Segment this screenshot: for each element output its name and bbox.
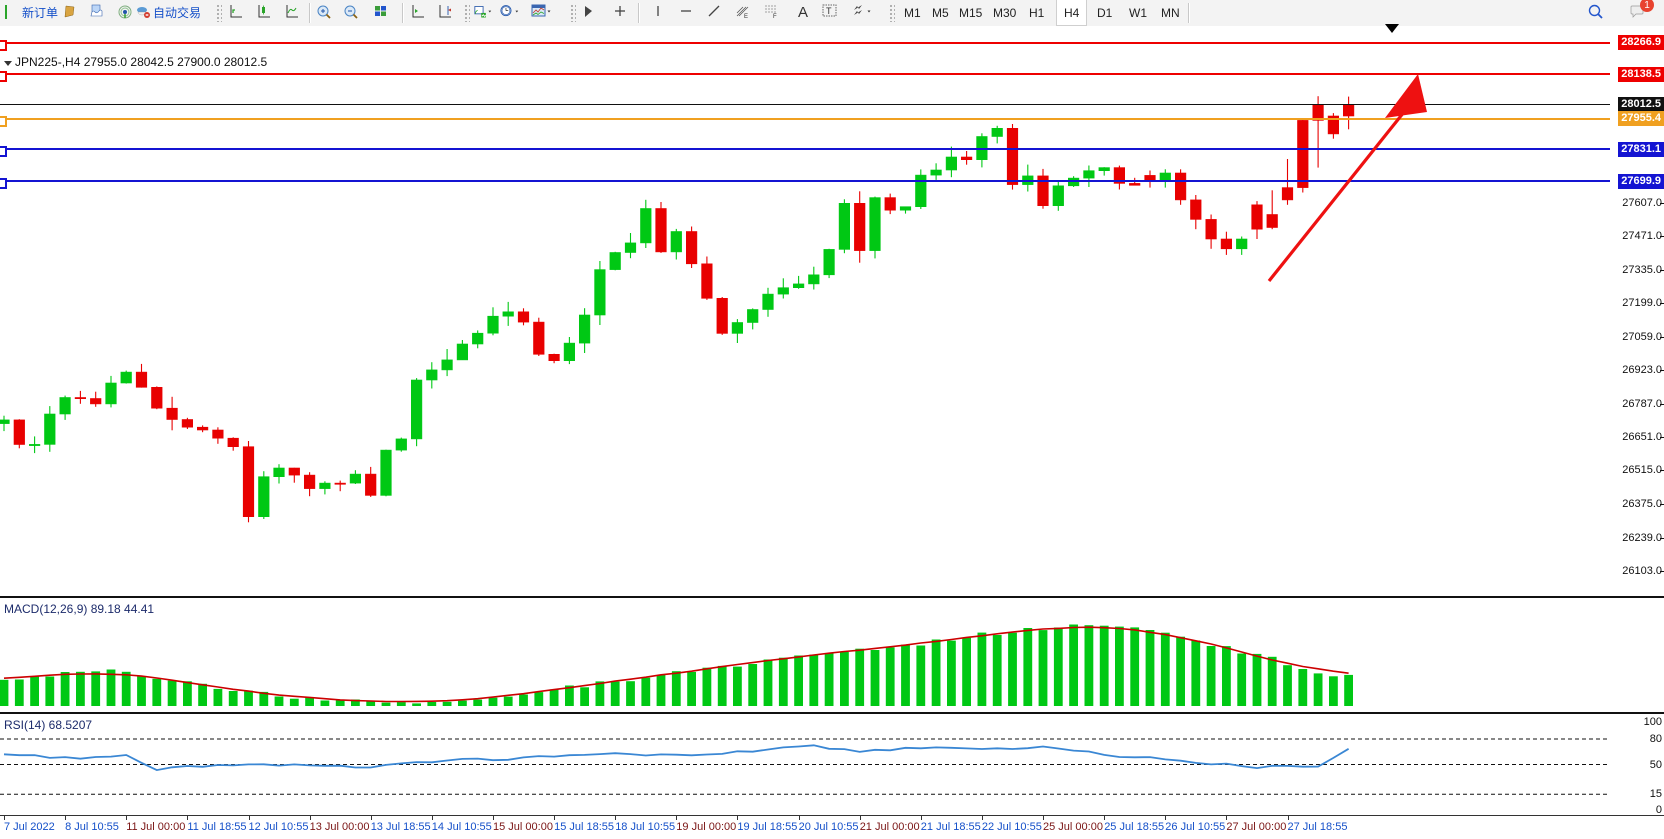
- svg-text:E: E: [744, 14, 748, 20]
- svg-text:T: T: [826, 6, 832, 16]
- svg-text:F: F: [773, 14, 777, 20]
